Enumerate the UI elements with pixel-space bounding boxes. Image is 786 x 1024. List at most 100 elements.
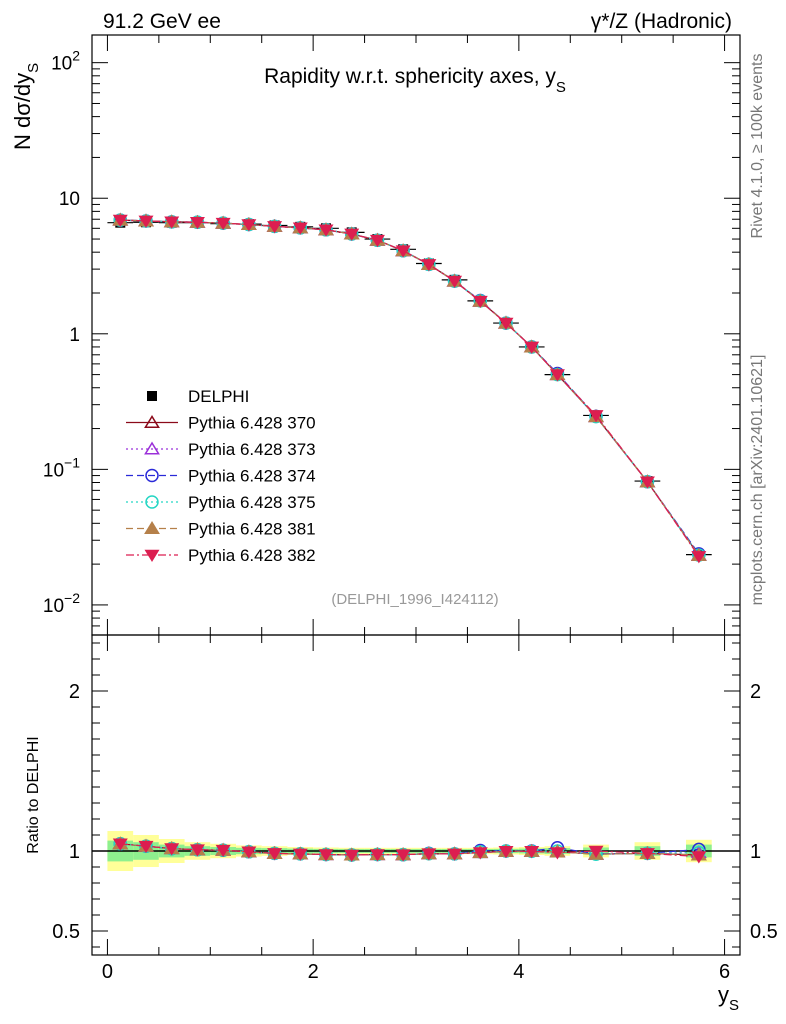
data-point bbox=[447, 275, 463, 289]
ratio-point bbox=[639, 848, 655, 861]
ratio-point bbox=[189, 844, 205, 857]
ratio-y-tick-label-right: 2 bbox=[750, 681, 761, 703]
legend-label: Pythia 6.428 381 bbox=[188, 520, 316, 539]
ratio-point bbox=[292, 848, 308, 861]
legend-marker bbox=[147, 391, 157, 401]
main-series bbox=[107, 212, 712, 564]
data-point bbox=[215, 217, 231, 231]
legend-entry: DELPHI bbox=[147, 387, 249, 406]
data-point bbox=[421, 259, 437, 272]
header-left: 91.2 GeV ee bbox=[103, 10, 221, 33]
tick-label-exponent: −2 bbox=[64, 590, 80, 606]
legend-entry: Pythia 6.428 374 bbox=[126, 467, 316, 486]
data-point bbox=[241, 219, 257, 232]
rivet-label: Rivet 4.1.0, ≥ 100k events bbox=[749, 54, 766, 239]
ratio-point bbox=[472, 847, 488, 860]
ratio-y-tick-label: 2 bbox=[69, 681, 80, 703]
x-axis-label: yS bbox=[718, 982, 739, 1014]
data-point bbox=[691, 551, 707, 564]
ratio-point bbox=[267, 848, 283, 861]
ratio-y-tick-label-right: 0.5 bbox=[750, 921, 778, 943]
legend-entry: Pythia 6.428 373 bbox=[126, 440, 316, 459]
main-y-tick-label: 10−2 bbox=[43, 590, 80, 617]
ratio-point bbox=[447, 848, 463, 861]
ratio-point bbox=[318, 849, 334, 862]
legend-entry: Pythia 6.428 381 bbox=[126, 520, 316, 539]
legend-label: Pythia 6.428 382 bbox=[188, 546, 316, 565]
main-y-tick-label: 102 bbox=[51, 48, 80, 75]
ratio-y-tick-label-right: 1 bbox=[750, 841, 761, 863]
ratio-point bbox=[421, 848, 437, 861]
ratio-point bbox=[164, 843, 180, 856]
data-point bbox=[164, 216, 180, 229]
ratio-y-axis-label: Ratio to DELPHI bbox=[25, 736, 42, 853]
ratio-point bbox=[369, 849, 385, 862]
data-point bbox=[369, 234, 385, 248]
x-axis-label-subscript: S bbox=[729, 997, 739, 1014]
main-ticks bbox=[92, 35, 740, 636]
main-y-tick-label: 10−1 bbox=[43, 454, 80, 481]
legend-entry: Pythia 6.428 375 bbox=[126, 493, 316, 512]
tick-label-exponent: 2 bbox=[72, 48, 80, 64]
legend: DELPHI Pythia 6.428 370 Pythia 6.428 373 Py… bbox=[126, 387, 316, 565]
ratio-plot-frame bbox=[91, 634, 741, 956]
legend-marker bbox=[145, 495, 159, 509]
legend-entry: Pythia 6.428 382 bbox=[126, 546, 316, 565]
tick-label-base: 1 bbox=[69, 325, 80, 346]
series-pythia-6-428-382 bbox=[112, 214, 707, 564]
data-point bbox=[639, 476, 655, 489]
tick-label-base: 10 bbox=[51, 54, 72, 75]
data-point bbox=[498, 317, 514, 331]
legend-marker bbox=[144, 549, 160, 562]
tick-label-base: 10 bbox=[43, 596, 64, 617]
legend-label: Pythia 6.428 374 bbox=[188, 467, 316, 486]
main-y-tick-label: 1 bbox=[69, 325, 80, 346]
data-point bbox=[344, 228, 360, 241]
ratio-point bbox=[588, 845, 604, 858]
legend-marker bbox=[144, 441, 160, 455]
data-point bbox=[112, 214, 128, 228]
data-point bbox=[395, 245, 411, 258]
ratio-point bbox=[549, 847, 565, 860]
data-point bbox=[318, 224, 334, 237]
legend-marker bbox=[144, 415, 160, 429]
ratio-point bbox=[215, 844, 231, 858]
analysis-watermark: (DELPHI_1996_I424112) bbox=[331, 591, 498, 608]
tick-label-base: 10 bbox=[59, 189, 80, 210]
legend-label: Pythia 6.428 373 bbox=[188, 440, 316, 459]
main-plot-frame bbox=[91, 34, 741, 636]
ratio-point bbox=[112, 838, 128, 851]
ratio-y-tick-labels-right: 0.5 1 2 bbox=[750, 681, 778, 943]
tick-label-exponent: −1 bbox=[64, 454, 80, 470]
ratio-series bbox=[112, 836, 707, 864]
title-subscript: S bbox=[556, 79, 566, 96]
main-y-tick-label: 10 bbox=[59, 189, 80, 210]
ratio-x-tick-label: 2 bbox=[308, 961, 319, 983]
ratio-x-tick-label: 0 bbox=[102, 961, 113, 983]
legend-entry: Pythia 6.428 370 bbox=[126, 414, 316, 433]
ratio-point bbox=[395, 849, 411, 862]
data-point bbox=[267, 221, 283, 234]
data-point bbox=[189, 216, 205, 230]
ratio-x-tick-labels: 0 2 4 6 bbox=[102, 961, 730, 983]
mcplots-label: mcplots.cern.ch [arXiv:2401.10621] bbox=[749, 355, 766, 606]
data-point bbox=[549, 369, 565, 382]
data-point bbox=[524, 341, 540, 354]
main-y-axis-label: N dσ/dyS bbox=[10, 63, 42, 150]
y-axis-label-subscript: S bbox=[25, 63, 42, 73]
ratio-point bbox=[344, 849, 360, 862]
ratio-point bbox=[498, 846, 514, 859]
tick-label-base: 10 bbox=[43, 460, 64, 481]
ratio-panel: 0.5 1 2 0.5 1 2 0 2 4 6 Ratio to DELPHI yS bbox=[25, 634, 778, 1014]
ratio-point bbox=[241, 846, 257, 859]
ratio-y-tick-label: 1 bbox=[69, 841, 80, 863]
header-right: γ*/Z (Hadronic) bbox=[591, 10, 732, 33]
ratio-x-tick-label: 6 bbox=[719, 961, 730, 983]
ratio-point bbox=[138, 840, 154, 854]
data-point bbox=[138, 215, 154, 228]
data-point bbox=[588, 410, 604, 423]
ratio-y-tick-labels-left: 0.5 1 2 bbox=[52, 681, 80, 943]
legend-marker bbox=[144, 521, 160, 535]
